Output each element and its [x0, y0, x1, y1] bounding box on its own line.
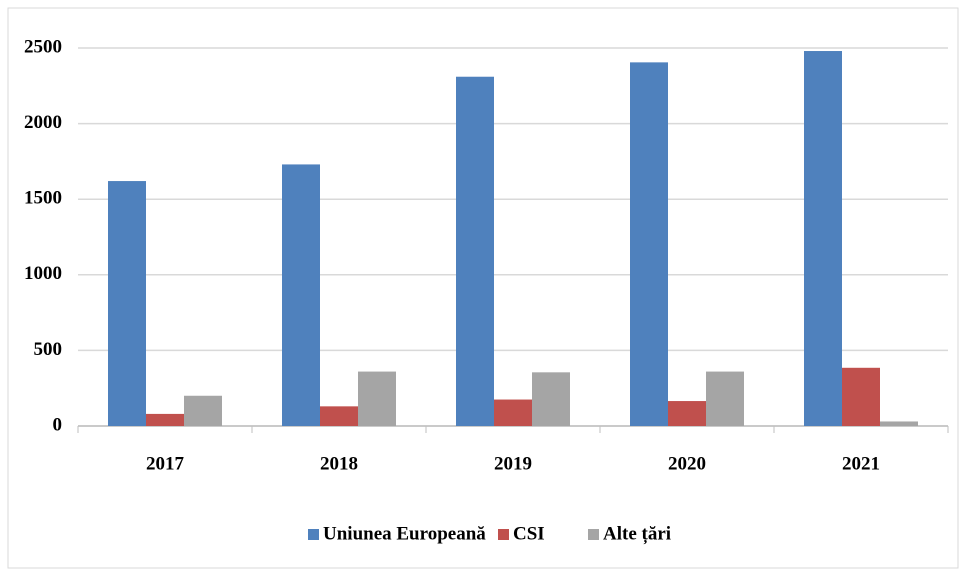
bar — [842, 367, 880, 426]
bar — [804, 51, 842, 427]
y-tick-label: 0 — [53, 414, 63, 435]
y-tick-label: 500 — [34, 339, 63, 360]
bar — [108, 181, 146, 426]
y-tick-label: 2500 — [24, 36, 62, 57]
x-tick-label: 2019 — [494, 453, 532, 474]
bar — [358, 371, 396, 426]
x-tick-label: 2018 — [320, 453, 358, 474]
legend-label: Uniunea Europeană — [323, 523, 486, 544]
bar — [146, 413, 184, 426]
bar — [630, 62, 668, 426]
bar — [456, 76, 494, 426]
bar — [184, 395, 222, 426]
y-tick-label: 1000 — [24, 263, 62, 284]
bar — [320, 406, 358, 426]
y-tick-label: 2000 — [24, 112, 62, 133]
bar — [880, 421, 918, 426]
bar — [532, 372, 570, 426]
legend-swatch — [308, 529, 319, 540]
y-tick-label: 1500 — [24, 188, 62, 209]
bar — [706, 371, 744, 426]
legend-label: CSI — [513, 523, 545, 544]
x-tick-label: 2021 — [842, 453, 880, 474]
legend-label: Alte țări — [603, 523, 671, 544]
legend-swatch — [588, 529, 599, 540]
bar — [282, 164, 320, 426]
x-tick-label: 2017 — [146, 453, 185, 474]
bar — [668, 401, 706, 426]
x-tick-label: 2020 — [668, 453, 706, 474]
bar — [494, 399, 532, 426]
legend-swatch — [498, 529, 509, 540]
